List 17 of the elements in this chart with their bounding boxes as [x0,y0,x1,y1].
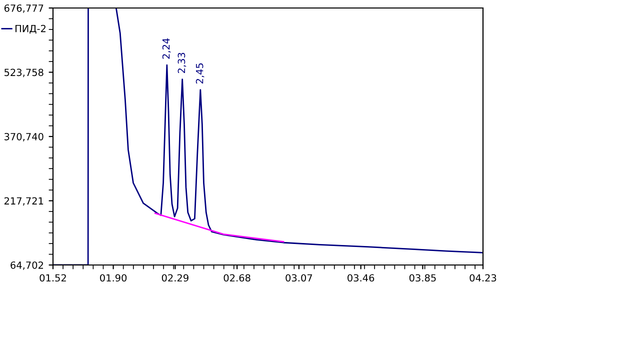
annotation: 2,24 [162,38,171,59]
annotation: 2,33 [178,52,186,74]
x-tick-label: 02.29 [162,274,188,282]
x-tick-label: 01.90 [100,274,127,282]
y-tick-label: 370,740 [4,132,44,142]
x-tick-label: 03.85 [409,274,436,282]
x-tick-label: 02.68 [224,274,250,282]
y-tick-label: 64,702 [10,261,43,270]
x-tick-label: 04.23 [470,274,496,282]
x-tick-label: 03.07 [286,274,312,282]
annotation: 2,45 [196,63,204,84]
x-tick-label: 03.46 [348,274,374,282]
y-tick-label: 523,758 [4,68,44,78]
y-tick-label: 676,777 [4,4,44,13]
y-tick-label: 217,721 [4,197,44,206]
x-tick-label: 01.52 [40,274,66,282]
legend-label: ПИД-2 [16,24,46,34]
